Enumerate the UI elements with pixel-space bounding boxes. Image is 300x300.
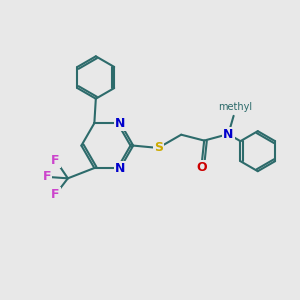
- Text: N: N: [223, 128, 233, 141]
- Text: S: S: [154, 141, 163, 154]
- Text: N: N: [115, 161, 125, 175]
- Text: O: O: [196, 161, 207, 175]
- Text: F: F: [51, 188, 60, 201]
- Text: F: F: [42, 170, 51, 183]
- Text: N: N: [115, 117, 125, 130]
- Text: methyl: methyl: [218, 102, 252, 112]
- Text: F: F: [51, 154, 60, 166]
